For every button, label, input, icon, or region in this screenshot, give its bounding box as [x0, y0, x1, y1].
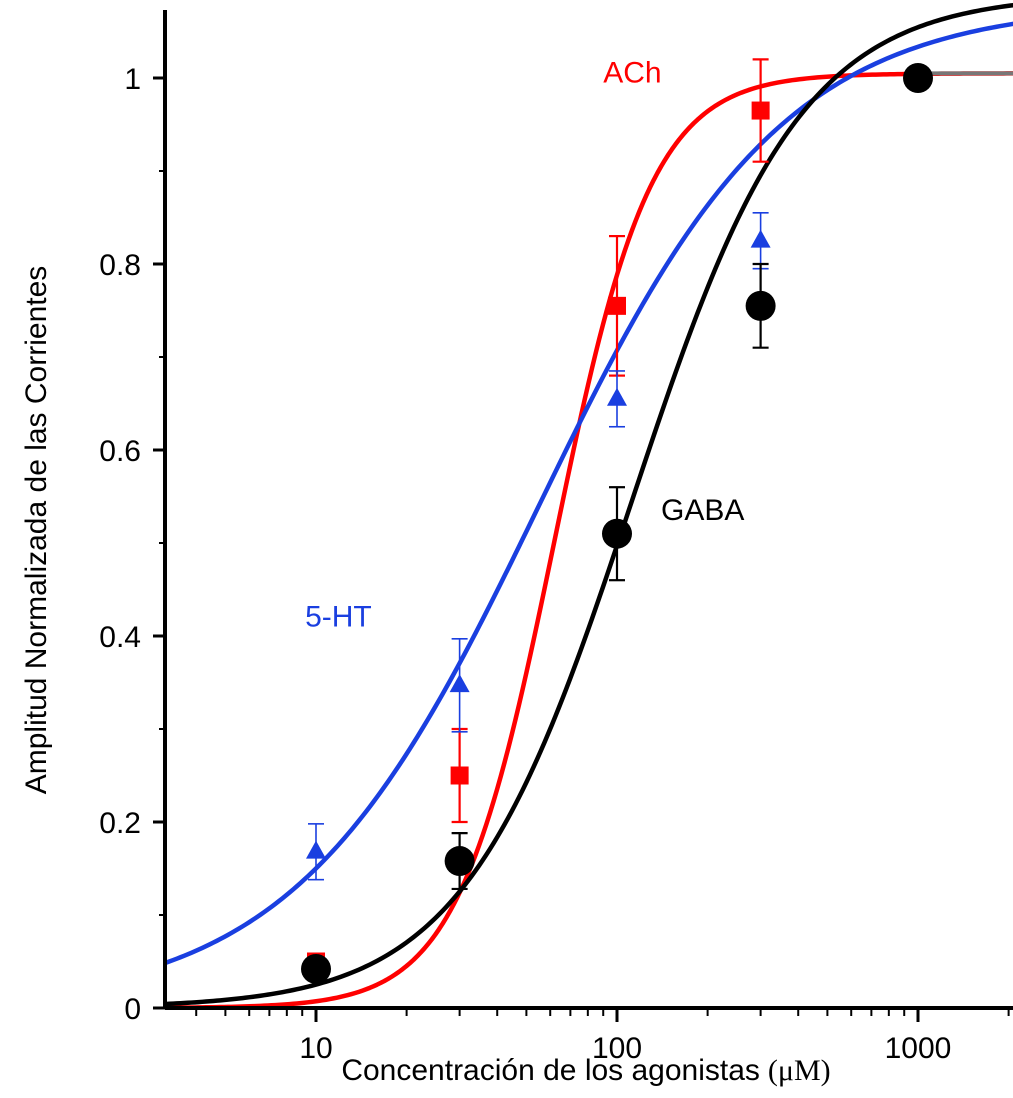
point-ach	[751, 101, 770, 120]
y-tick-label: 0.8	[99, 249, 141, 282]
point-5-ht	[449, 674, 470, 693]
point-gaba	[745, 290, 776, 321]
labels-layer: Concentración de los agonistas (μM) Ampli…	[20, 57, 831, 1087]
y-tick-label: 0.6	[99, 435, 141, 468]
y-axis-label: Amplitud Normalizada de las Corrientes	[20, 266, 53, 795]
point-ach	[608, 296, 626, 315]
y-tick-label: 0.4	[99, 621, 141, 654]
point-5-ht	[750, 229, 771, 248]
x-axis-unit: (μM)	[768, 1054, 831, 1087]
point-gaba	[602, 518, 632, 549]
x-axis-label-text: Concentración de los agonistas	[341, 1054, 760, 1087]
fit-curve-ach	[165, 71, 1013, 1008]
fit-curve-gaba	[165, 2, 1013, 1007]
x-tick-label: 100	[592, 1032, 642, 1065]
x-axis-label: Concentración de los agonistas (μM)	[341, 1054, 830, 1087]
series-label-gaba: GABA	[661, 494, 744, 527]
point-gaba	[301, 953, 331, 984]
point-ach	[450, 766, 469, 785]
point-gaba	[444, 846, 475, 877]
point-5-ht	[306, 840, 326, 859]
fit-curves-layer	[165, 2, 1013, 1008]
fit-curve-5-ht	[165, 21, 1013, 966]
point-gaba	[903, 63, 933, 93]
error-bars-layer	[308, 58, 769, 891]
y-tick-label: 1	[124, 63, 141, 96]
series-label-5-ht: 5-HT	[305, 601, 372, 634]
axes-layer: 0 0.2 0.4 0.6 0.8 1 10 100 1000	[99, 10, 1013, 1065]
series-label-ach: ACh	[603, 57, 661, 90]
markers-layer	[301, 63, 933, 984]
point-5-ht	[607, 387, 627, 406]
x-tick-label: 1000	[885, 1032, 952, 1065]
y-tick-label: 0	[124, 993, 141, 1026]
y-tick-label: 0.2	[99, 807, 141, 840]
x-tick-label: 10	[299, 1032, 332, 1065]
